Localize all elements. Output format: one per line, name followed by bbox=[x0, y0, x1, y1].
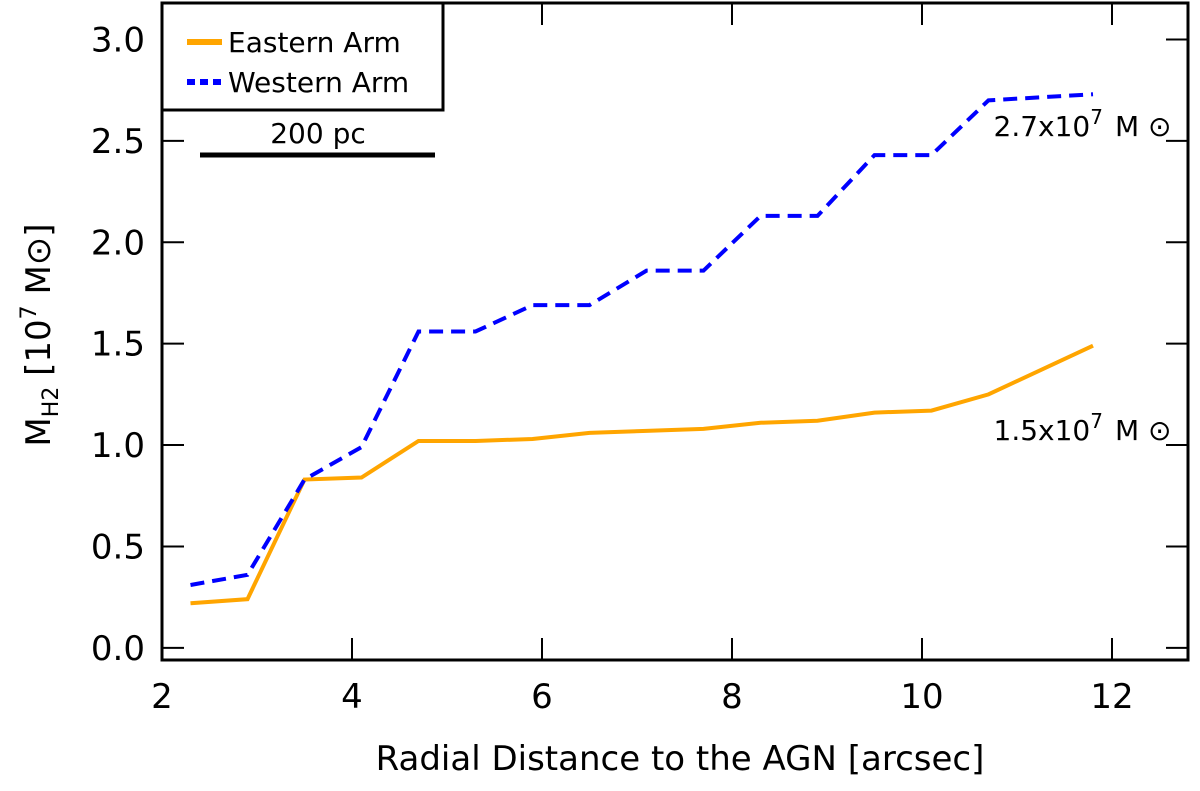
y-tick-label: 1.0 bbox=[91, 426, 145, 466]
annotation-sup: 7 bbox=[1090, 409, 1103, 433]
x-tick-label: 8 bbox=[721, 677, 743, 717]
scale-bar-label: 200 pc bbox=[270, 117, 366, 150]
legend-label: Eastern Arm bbox=[228, 26, 401, 59]
annotation-text: 1.5x10 bbox=[994, 414, 1091, 447]
y-tick-label: 2.0 bbox=[91, 223, 145, 263]
series-line bbox=[190, 343, 1094, 606]
annotation: 2.7x107 M ⊙ bbox=[994, 105, 1172, 143]
annotation-unit: M ⊙ bbox=[1115, 414, 1172, 447]
y-tick-label: 0.0 bbox=[91, 629, 145, 669]
y-tick-label: 0.5 bbox=[91, 527, 145, 567]
annotation-text: 2.7x10 bbox=[994, 110, 1091, 143]
legend-label: Western Arm bbox=[228, 66, 409, 99]
x-axis-label: Radial Distance to the AGN [arcsec] bbox=[376, 739, 985, 779]
series-line bbox=[190, 92, 1094, 587]
y-axis-label: MH2 [107 M⊙] bbox=[17, 223, 64, 446]
y-tick-label: 1.5 bbox=[91, 325, 145, 365]
x-tick-label: 2 bbox=[151, 677, 173, 717]
x-tick-label: 10 bbox=[900, 677, 943, 717]
annotation-sup: 7 bbox=[1090, 105, 1103, 129]
x-tick-label: 4 bbox=[341, 677, 363, 717]
legend-box bbox=[160, 1, 445, 112]
y-tick-label: 2.5 bbox=[91, 122, 145, 162]
y-tick-label: 3.0 bbox=[91, 21, 145, 61]
plot-frame bbox=[160, 1, 1190, 662]
x-tick-label: 12 bbox=[1090, 677, 1133, 717]
x-tick-label: 6 bbox=[531, 677, 553, 717]
annotation-unit: M ⊙ bbox=[1115, 110, 1172, 143]
annotation: 1.5x107 M ⊙ bbox=[994, 409, 1172, 447]
